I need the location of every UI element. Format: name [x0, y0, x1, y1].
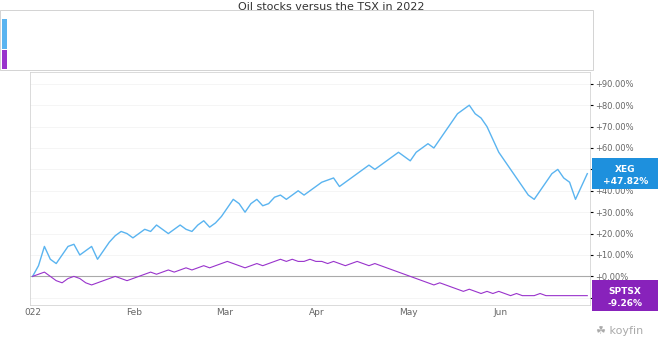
- Text: Oil stocks versus the TSX in 2022: Oil stocks versus the TSX in 2022: [238, 2, 425, 12]
- Text: XEG: XEG: [12, 17, 34, 27]
- Text: SPTSX: SPTSX: [609, 287, 642, 296]
- Text: iShares S&P/TSX Capped Energy Index ETF   47.82%   (121.89% CAGR 0.49 years): iShares S&P/TSX Capped Energy Index ETF …: [34, 17, 406, 26]
- Text: SPTSX: SPTSX: [12, 49, 48, 59]
- Text: +47.82%: +47.82%: [603, 177, 648, 186]
- Text: ☘ koyfin: ☘ koyfin: [596, 326, 643, 336]
- Text: Canada S&P/TSX Toronto Stock Market Index   -9.26%   (-18.06% CAGR 0.49 years): Canada S&P/TSX Toronto Stock Market Inde…: [40, 49, 414, 58]
- Text: -9.26%: -9.26%: [608, 299, 642, 308]
- Text: XEG: XEG: [615, 165, 635, 174]
